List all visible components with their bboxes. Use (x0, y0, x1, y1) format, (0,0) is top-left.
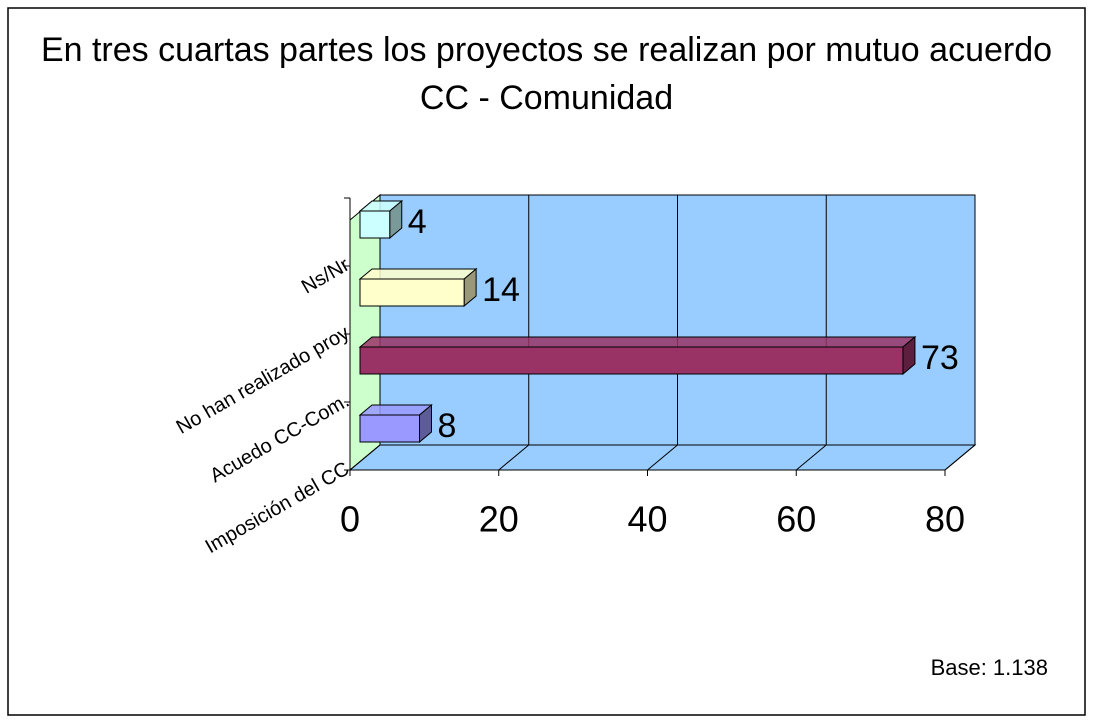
bar-front (359, 210, 391, 239)
bar-top (358, 336, 917, 348)
x-tick-label: 40 (627, 499, 667, 540)
bar-top (358, 268, 478, 280)
x-tick-label: 60 (776, 499, 816, 540)
x-tick-label: 80 (925, 499, 965, 540)
data-label: 14 (482, 271, 520, 309)
bar-front (359, 346, 904, 375)
grid-line (795, 444, 827, 471)
bar (358, 199, 404, 240)
grid-line (498, 444, 530, 471)
base-note: Base: 1.138 (930, 655, 1048, 680)
bar-front (359, 278, 465, 307)
x-tick-label: 20 (479, 499, 519, 540)
bar-front (359, 414, 420, 443)
grid-line (647, 444, 678, 471)
bar (358, 335, 917, 376)
x-tick-label: 0 (340, 499, 360, 540)
data-label: 4 (408, 203, 427, 241)
data-label: 8 (438, 407, 457, 445)
grid-line (349, 444, 381, 471)
bar (358, 403, 433, 444)
chart-title: En tres cuartas partes los proyectos se … (40, 31, 1053, 117)
data-label: 73 (921, 339, 959, 377)
bar (358, 267, 478, 308)
grid-line (944, 444, 976, 471)
